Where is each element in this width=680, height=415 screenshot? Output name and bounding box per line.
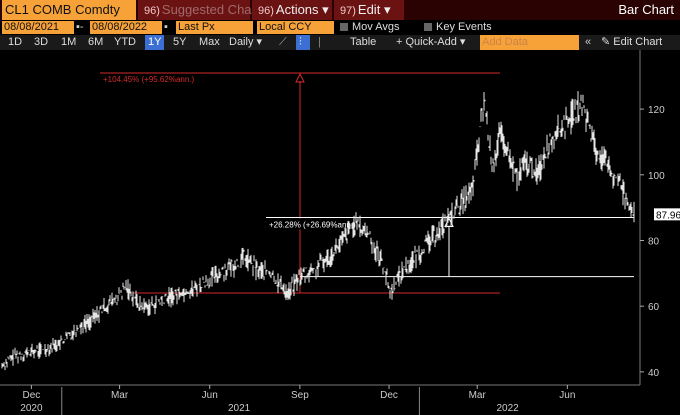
end-date-field[interactable]: 08/08/2022 [90, 21, 162, 34]
edit-chart-button[interactable]: ✎ Edit Chart [601, 35, 662, 50]
y-tick-label: 120 [648, 105, 665, 116]
price-chart[interactable]: +104.45% (+95.62%ann.) +26.28% (+26.69%an… [0, 50, 680, 415]
actions-menu[interactable]: 96) Actions ▾ [252, 0, 332, 20]
x-tick-label: Mar [469, 390, 487, 401]
line-chart-icon[interactable]: ⟋ [279, 36, 287, 48]
suggested-label: Suggested Charts [161, 2, 266, 17]
params-bar: 08/08/2021 ▪- 08/08/2022 ▪ Last Px Local… [0, 20, 680, 35]
last-value-marker: 87.96 [654, 208, 680, 221]
last-value-label: 87.96 [656, 210, 680, 221]
x-tick-label: Mar [111, 390, 129, 401]
year-label: 2022 [496, 403, 519, 414]
range-6m[interactable]: 6M [88, 36, 104, 48]
page-title: Bar Chart [618, 2, 674, 17]
period-select[interactable]: Daily ▾ [229, 35, 262, 50]
price-bars [1, 91, 635, 371]
range-5y[interactable]: 5Y [173, 36, 187, 48]
bar-chart-icon[interactable]: ⫶ [296, 35, 310, 50]
calendar-icon[interactable]: ▪ [164, 21, 168, 33]
currency-select[interactable]: Local CCY [257, 21, 334, 34]
y-tick-label: 100 [648, 171, 665, 182]
quick-add-label: Quick-Add [405, 36, 457, 48]
checkbox-icon [340, 23, 348, 32]
x-tick-label: Dec [380, 390, 398, 401]
chevron-down-icon: ▾ [459, 36, 466, 48]
white-annotation-label: +26.28% (+26.69%ann.) [269, 221, 356, 230]
red-arrow-icon [295, 72, 305, 83]
table-button[interactable]: Table [350, 36, 377, 48]
period-label: Daily [229, 36, 254, 48]
edit-menu[interactable]: 97) Edit ▾ [334, 0, 404, 20]
y-tick-label: 80 [648, 236, 660, 247]
x-axis: Dec Mar Jun Sep Dec Mar Jun 2020 2021 2022 [0, 384, 640, 415]
x-tick-label: Dec [22, 390, 40, 401]
pencil-icon: ✎ [601, 36, 614, 48]
range-1m[interactable]: 1M [61, 36, 77, 48]
actions-key: 96) [258, 5, 274, 17]
price-series [1, 91, 635, 371]
key-events-checkbox[interactable]: Key Events [424, 21, 516, 34]
actions-label: Actions [275, 2, 319, 17]
collapse-icon[interactable]: « [585, 36, 592, 48]
suggested-charts-button[interactable]: 96) Suggested Charts [138, 0, 266, 20]
edit-key: 97) [340, 5, 356, 17]
y-tick-label: 60 [648, 302, 660, 313]
checkbox-icon [424, 23, 432, 32]
range-3d[interactable]: 3D [34, 36, 49, 48]
quick-add-button[interactable]: + Quick-Add ▾ [396, 35, 465, 50]
y-tick-label: 40 [648, 368, 660, 379]
x-tick-label: Jun [559, 390, 575, 401]
price-field-select[interactable]: Last Px [176, 21, 253, 34]
ticker-field[interactable]: CL1 COMB Comdty [2, 0, 136, 20]
chevron-down-icon: ▾ [383, 2, 391, 17]
chevron-down-icon: ▾ [322, 2, 329, 17]
chevron-down-icon: ▾ [256, 36, 263, 48]
edit-label: Edit [357, 2, 381, 17]
range-bar: 1D 3D 1M 6M YTD 1Y 5Y Max Daily ▾ ⟋ ⫶ | … [0, 35, 680, 50]
mov-avgs-label: Mov Avgs [352, 21, 400, 33]
plus-icon: + [396, 36, 406, 48]
white-label-bg [267, 218, 369, 230]
range-1d[interactable]: 1D [8, 36, 23, 48]
divider: | [318, 36, 321, 48]
key-events-label: Key Events [436, 21, 492, 33]
y-axis: 40 60 80 100 120 [639, 50, 665, 385]
date-range-icon[interactable]: ▪- [76, 21, 84, 33]
x-tick-label: Jun [202, 390, 218, 401]
year-label: 2021 [228, 403, 251, 414]
edit-chart-label: Edit Chart [613, 36, 663, 48]
start-date-field[interactable]: 08/08/2021 [2, 21, 74, 34]
range-max[interactable]: Max [199, 36, 220, 48]
title-bar: CL1 COMB Comdty 96) Suggested Charts 96) A… [0, 0, 680, 20]
range-ytd[interactable]: YTD [114, 36, 136, 48]
x-tick-label: Sep [291, 390, 309, 401]
annotations: +104.45% (+95.62%ann.) +26.28% (+26.69%an… [100, 72, 634, 294]
mov-avgs-checkbox[interactable]: Mov Avgs [340, 21, 418, 34]
suggested-key: 96) [144, 5, 160, 17]
range-1y[interactable]: 1Y [145, 35, 165, 50]
add-data-input[interactable]: Add Data [480, 35, 579, 50]
year-label: 2020 [20, 403, 43, 414]
red-annotation-label: +104.45% (+95.62%ann.) [103, 75, 195, 84]
last-value-box [654, 208, 680, 221]
